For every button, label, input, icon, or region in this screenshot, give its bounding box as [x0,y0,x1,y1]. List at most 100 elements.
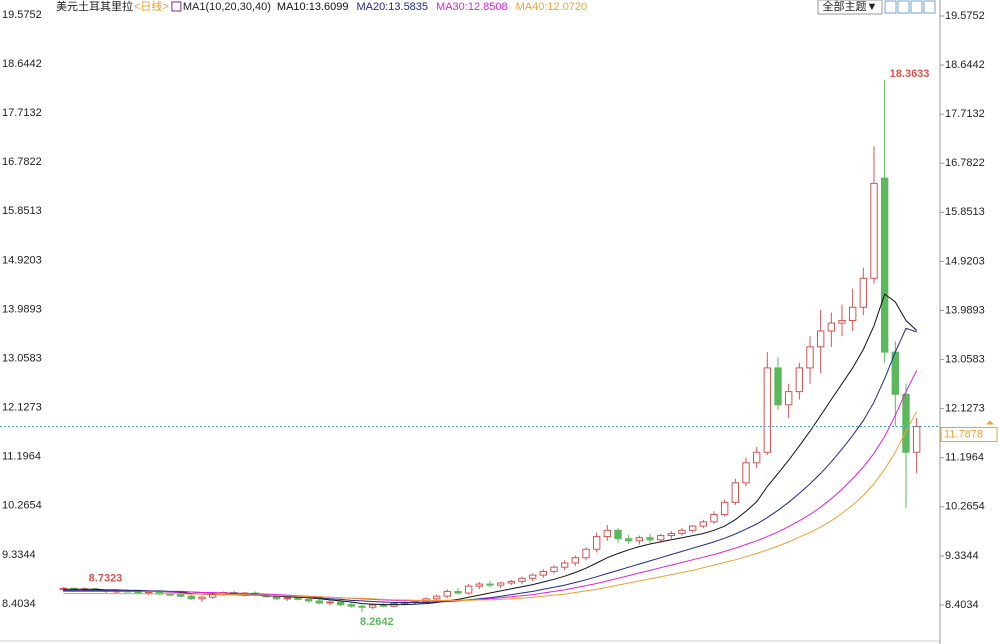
candle-body [752,451,761,464]
legend-entry: MA30:12.8508 [436,1,508,13]
period: <日线> [134,0,169,13]
candle-body [912,426,921,453]
candle-body [592,536,601,550]
y-tick-label: 8.4034 [2,598,36,610]
candle-body [688,525,697,531]
y-tick-label: 9.3344 [2,549,36,561]
legend-entry: MA20:13.5835 [356,1,428,13]
candle-body [646,537,654,541]
tool-icon[interactable] [897,0,910,14]
ma-line [63,370,918,602]
y2-tick-label: 14.9203 [945,255,985,267]
y2-tick-label: 10.2654 [945,501,985,513]
y2-tick-label: 13.9893 [945,304,985,316]
y-tick-label: 17.7132 [2,107,42,119]
tool-icon[interactable] [923,0,936,14]
candle-body [347,604,356,607]
y-tick-label: 13.0583 [2,352,42,364]
candle-body [198,596,206,600]
y-tick-label: 14.9203 [2,254,42,266]
y2-tick-label: 13.0583 [945,353,985,365]
y-tick-label: 19.5752 [2,9,42,21]
candle-body [603,529,612,538]
candle-body [859,277,868,308]
candle-body [454,590,462,594]
candle-body [475,583,484,587]
candle-body [582,548,590,559]
candle-body [710,513,718,523]
candle-body [528,574,537,579]
candle-body [880,177,889,353]
candle-body [902,393,910,453]
candle-body [294,597,302,600]
candle-body [720,501,729,515]
candle-body [379,604,388,607]
chart-title: 美元土耳其里拉 [56,0,133,13]
candle-body [774,367,782,406]
candle-body [507,580,516,584]
candle-body [678,529,686,534]
candle-body [731,482,740,503]
legend-entry: MA10:13.6099 [277,1,349,13]
candle-body [315,600,324,604]
candle-body [870,182,878,279]
candle-body [571,557,580,564]
candle-body [486,583,494,586]
tool-icon[interactable] [884,0,897,14]
price-label: 11.7878 [944,428,983,440]
y2-tick-label: 17.7132 [945,108,985,120]
candle-body [432,595,441,600]
y-tick-label: 18.6442 [2,58,42,70]
candle-body [176,594,185,597]
candle-body [326,601,334,604]
theme-button[interactable] [817,0,883,15]
candle-body [496,582,505,586]
tool-icon[interactable] [910,0,923,14]
price-box [940,427,998,443]
candle-body [358,605,366,608]
candle-body [827,322,836,332]
candle-body [166,593,174,596]
candle-body [763,367,772,453]
candle-body [560,562,569,568]
low-label: 8.2642 [360,616,394,628]
candle-body [806,346,814,369]
indicator-icon[interactable] [171,1,182,12]
candle-body [283,597,292,600]
candle-body [656,535,665,541]
candle-body [795,367,804,393]
y2-tick-label: 15.8513 [945,206,985,218]
candle-body [784,391,793,406]
peak-label: 18.3633 [890,68,930,80]
candle-body [838,319,846,324]
candle-body [368,604,377,608]
y-tick-label: 13.9893 [2,303,42,315]
y2-tick-label: 12.1273 [945,403,985,415]
candle-body [187,595,196,600]
y-tick-label: 10.2654 [2,500,42,512]
y2-tick-label: 11.1964 [945,452,984,464]
candle-body [635,537,644,542]
candle-body [464,585,473,594]
ma-line [63,411,918,601]
candle-body [848,306,857,321]
theme-button-label[interactable]: 全部主题▼ [823,0,878,13]
y2-tick-label: 16.7822 [945,157,985,169]
y2-tick-label: 19.5752 [945,10,985,22]
candle-body [304,598,313,602]
indicator: MA1(10,20,30,40) [183,1,271,13]
y-tick-label: 16.7822 [2,156,42,168]
candle-body [816,330,825,348]
y2-tick-label: 9.3344 [945,550,979,562]
candle-body [518,577,526,582]
y-tick-label: 12.1273 [2,402,42,414]
candle-body [614,529,622,540]
y-tick-label: 15.8513 [2,205,42,217]
legend-entry: MA40:12.0720 [516,1,588,13]
candle-body [443,590,452,597]
high-label: 8.7323 [89,573,123,585]
candle-body [624,538,633,542]
